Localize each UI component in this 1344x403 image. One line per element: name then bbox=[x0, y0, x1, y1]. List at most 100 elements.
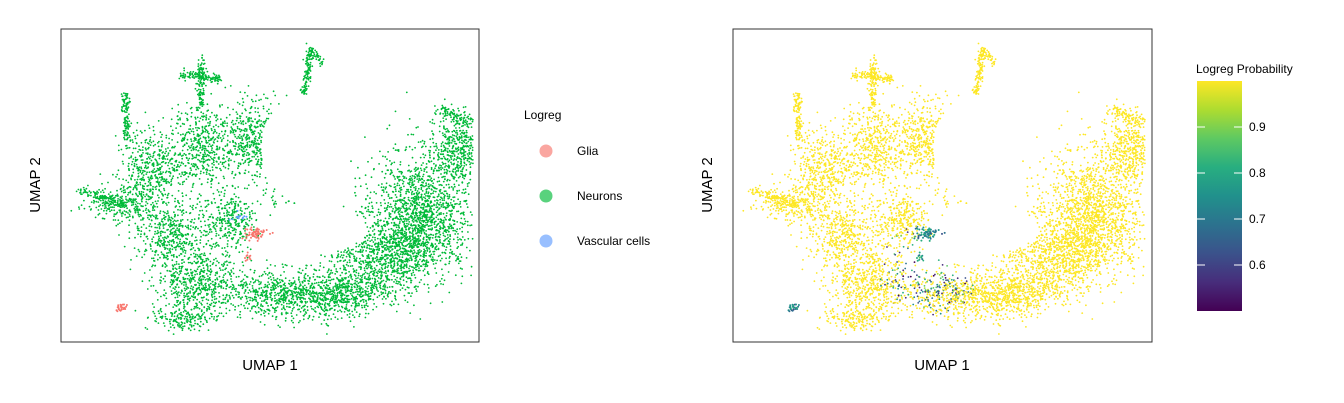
neuron-point bbox=[363, 267, 366, 270]
neuron-point bbox=[315, 282, 318, 284]
neuron-point bbox=[241, 287, 244, 290]
neuron-point bbox=[463, 239, 466, 241]
neuron-point bbox=[291, 315, 293, 318]
neuron-point bbox=[368, 273, 370, 275]
neuron-point bbox=[311, 300, 313, 302]
neuron-point bbox=[131, 160, 134, 163]
neuron-point bbox=[423, 204, 426, 207]
neuron-point bbox=[150, 203, 153, 206]
neuron-point bbox=[415, 197, 418, 200]
neuron-point bbox=[348, 316, 351, 319]
neuron-point bbox=[94, 216, 97, 219]
neuron-point bbox=[344, 267, 346, 269]
neuron-point bbox=[397, 243, 399, 246]
neuron-point bbox=[458, 260, 461, 262]
neuron-point bbox=[396, 168, 399, 171]
neuron-point bbox=[144, 141, 147, 144]
neuron-point bbox=[157, 239, 160, 241]
neuron-point bbox=[388, 197, 391, 200]
neuron-point bbox=[286, 305, 288, 308]
neuron-point bbox=[156, 232, 158, 235]
neuron-point bbox=[189, 287, 192, 290]
neuron-point bbox=[177, 182, 180, 184]
neuron-point bbox=[299, 284, 302, 287]
neuron-point bbox=[333, 289, 336, 292]
neuron-point bbox=[469, 224, 471, 227]
neuron-point bbox=[417, 187, 420, 190]
neuron-point bbox=[165, 150, 168, 153]
neuron-point bbox=[179, 248, 182, 250]
neuron-point bbox=[123, 245, 126, 248]
neuron-point bbox=[102, 191, 105, 194]
neuron-point bbox=[446, 195, 449, 198]
neuron-point bbox=[353, 274, 356, 276]
neuron-point bbox=[133, 207, 136, 210]
neuron-point bbox=[409, 312, 412, 314]
neuron-point bbox=[385, 262, 387, 265]
neuron-point bbox=[403, 176, 406, 178]
neuron-point bbox=[179, 301, 182, 303]
neuron-point bbox=[198, 277, 201, 280]
neuron-point bbox=[171, 217, 174, 220]
neuron-point bbox=[255, 289, 257, 292]
neuron-point bbox=[149, 136, 152, 139]
neuron-point bbox=[159, 256, 161, 259]
neuron-point bbox=[419, 265, 422, 267]
neuron-point bbox=[147, 156, 150, 159]
neuron-point bbox=[405, 190, 408, 193]
neuron-point bbox=[355, 245, 358, 248]
neuron-point bbox=[240, 298, 242, 300]
neuron-point bbox=[366, 194, 369, 197]
neuron-point bbox=[264, 272, 267, 275]
neuron-point bbox=[154, 174, 157, 176]
neuron-point bbox=[403, 220, 406, 222]
neuron-point bbox=[152, 185, 154, 188]
neuron-point bbox=[428, 218, 431, 221]
neuron-point bbox=[391, 286, 394, 288]
neuron-point bbox=[128, 209, 131, 212]
neuron-point bbox=[428, 216, 430, 219]
neuron-point bbox=[412, 198, 415, 200]
neuron-point bbox=[422, 162, 424, 164]
neuron-point bbox=[125, 198, 127, 201]
neuron-point bbox=[232, 284, 235, 287]
neuron-point bbox=[116, 189, 118, 192]
neuron-point bbox=[427, 287, 430, 289]
neuron-point bbox=[182, 244, 185, 247]
neuron-point bbox=[404, 201, 406, 203]
neuron-point bbox=[339, 309, 341, 312]
neuron-point bbox=[191, 262, 193, 265]
neuron-point bbox=[381, 242, 383, 244]
neuron-point bbox=[258, 280, 260, 283]
neuron-point bbox=[373, 228, 376, 231]
neuron-point bbox=[442, 163, 444, 166]
neuron-point bbox=[366, 244, 369, 247]
neuron-point bbox=[403, 235, 405, 238]
neuron-point bbox=[377, 218, 379, 221]
neuron-point bbox=[393, 183, 396, 186]
neuron-point bbox=[180, 289, 183, 292]
neuron-point bbox=[198, 214, 201, 216]
neuron-point bbox=[311, 287, 314, 290]
neuron-point bbox=[424, 265, 427, 268]
neuron-point bbox=[441, 244, 444, 247]
neuron-point bbox=[193, 305, 196, 308]
neuron-point bbox=[381, 298, 384, 300]
neuron-point bbox=[146, 288, 149, 290]
neuron-point bbox=[384, 229, 387, 232]
neuron-point bbox=[437, 176, 440, 179]
neuron-point bbox=[249, 290, 252, 293]
neuron-point bbox=[449, 213, 452, 216]
neuron-point bbox=[148, 218, 151, 221]
neuron-point bbox=[424, 185, 427, 187]
neuron-point bbox=[141, 196, 144, 199]
neuron-point bbox=[377, 245, 380, 248]
neuron-point bbox=[304, 277, 307, 280]
neuron-point bbox=[408, 277, 410, 280]
neuron-point bbox=[453, 185, 456, 188]
neuron-point bbox=[461, 230, 464, 233]
neuron-point bbox=[147, 214, 150, 217]
neuron-point bbox=[204, 284, 207, 287]
neuron-point bbox=[394, 188, 397, 191]
neuron-point bbox=[396, 149, 399, 152]
